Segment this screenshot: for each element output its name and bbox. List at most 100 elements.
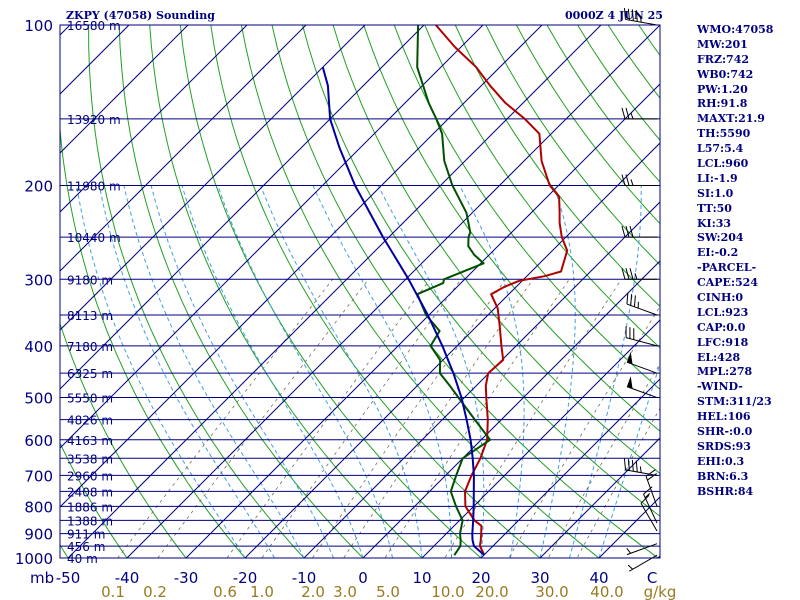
isotherm-line [185,83,660,558]
wind-barb-half-flag [630,179,634,186]
pressure-tick-label: 300 [24,271,53,289]
temperature-tick-label: -30 [174,569,199,587]
sounding-indices-panel: WMO:47058 MW:201 FRZ:742 WB0:742 PW:1.20 RH:9… [697,23,797,500]
height-labels: 16580 m 13920 m 11980 m 10440 m 9180 m 8113 m… [67,19,121,566]
isotherm-line [126,25,660,558]
height-label: 2960 m [67,469,113,483]
wind-barb-flag [625,225,630,238]
mixing-ratio-label: 1.0 [250,583,274,600]
wind-barb [626,376,658,399]
wind-barb-flag [633,295,636,307]
isotherm-line [60,25,543,508]
temperature-trace [435,25,569,556]
wind-barb-flag [629,268,634,280]
panel-index-item: WB0:742 [697,67,754,81]
wind-barb-flag [627,459,630,471]
isotherm-line [60,25,484,449]
wind-barb [626,543,658,556]
height-label: 1388 m [67,514,113,528]
panel-index-item: MAXT:21.9 [697,112,765,126]
height-label: 911 m [67,528,105,542]
temperature-tick-labels: -50 -40 -30 -20 -10 0 10 20 30 40 C [56,569,658,587]
wind-barb-flag [647,473,658,481]
panel-index-item: MW:201 [697,37,748,51]
wind-barb-flag [623,8,626,20]
wind-barb-staff [645,476,658,507]
panel-index-item: WMO:47058 [697,23,774,36]
height-label: 2408 m [67,485,113,499]
panel-index-item: L57:5.4 [697,142,744,156]
panel-index-item: EHI:0.3 [697,454,745,468]
isotherm-line [244,142,660,558]
panel-index-item: SW:204 [697,231,744,245]
isotherm-line [60,25,189,154]
dry-adiabat-line [240,25,600,558]
wind-barb-flag [621,107,626,119]
wind-barb [623,458,658,476]
wind-barb-pennant [626,376,633,389]
mixing-ratio-label: 5.0 [376,583,400,600]
mixing-ratio-line [226,279,431,558]
panel-index-item: HEL:106 [697,410,751,424]
moist-adiabat-line [98,185,275,558]
temperature-tick-label: -40 [115,569,140,587]
dry-adiabat-line [88,25,305,558]
mixing-ratio-label: 40.0 [590,583,623,600]
mixing-ratio-line [157,279,369,558]
wind-barb [621,225,657,238]
dry-adiabat-line [149,25,423,558]
wind-barb-flag [621,268,626,280]
isotherm-line [60,25,366,331]
isotherm-line [67,25,602,558]
panel-index-item: STM:311/23 [697,395,772,409]
moist-adiabat-line [569,185,642,558]
temperature-tick-label: -20 [233,569,258,587]
mixing-ratio-labels: 0.1 0.2 0.6 1.0 2.0 3.0 5.0 10.0 20.0 30.0 40.0 g/k… [101,583,676,600]
isotherm-line [362,260,660,558]
chart-title: ZKPY (47058) Sounding [66,9,215,22]
wind-barb-flag [629,225,634,238]
panel-index-item: -PARCEL- [697,261,757,275]
temperature-tick-label: 20 [471,569,490,587]
height-label: 7180 m [67,340,113,354]
panel-index-item: LCL:923 [697,305,749,319]
height-label: 11980 m [67,179,121,193]
panel-index-item: LCL:960 [697,157,749,171]
wind-barb-flag [631,459,634,472]
mixing-ratio-label: 0.2 [143,583,167,600]
pressure-tick-label: 800 [24,498,53,516]
isotherm-line [480,378,660,558]
pressure-tick-label: 900 [24,526,53,544]
pressure-tick-label: 200 [24,177,53,195]
isotherms [60,25,660,558]
height-label: 6325 m [67,367,113,381]
mixing-ratio-line [343,279,534,558]
wind-barb [621,107,657,120]
mixing-ratio-line [547,362,660,558]
wind-barb-half-flag [630,112,634,120]
wind-barb [623,8,658,26]
mixing-ratio-line [261,279,462,558]
dewpoint-trace [416,25,492,556]
wind-barb-pennant [626,351,633,365]
pressure-tick-label: 400 [24,338,53,356]
panel-index-item: PW:1.20 [697,82,748,96]
isotherm-line [60,25,307,272]
wind-barb-flag [631,9,634,21]
wind-barb-flag [640,494,650,504]
wind-barb-staff [626,386,658,399]
isotherm-line [421,319,660,558]
height-label: 4826 m [67,414,113,428]
panel-index-item: SHR-:0.0 [697,425,753,439]
mixing-ratio-label: 0.1 [101,583,125,600]
wind-barb [626,351,658,374]
wind-barb-flag [623,458,626,470]
mixing-ratio-label: 2.0 [301,583,325,600]
panel-index-item: TH:5590 [697,127,751,141]
pressure-tick-label: 500 [24,390,53,408]
moist-adiabat-line [123,185,305,558]
panel-index-item: RH:91.8 [697,97,748,111]
isotherm-line [60,25,425,390]
mixing-ratio-line [444,279,622,558]
